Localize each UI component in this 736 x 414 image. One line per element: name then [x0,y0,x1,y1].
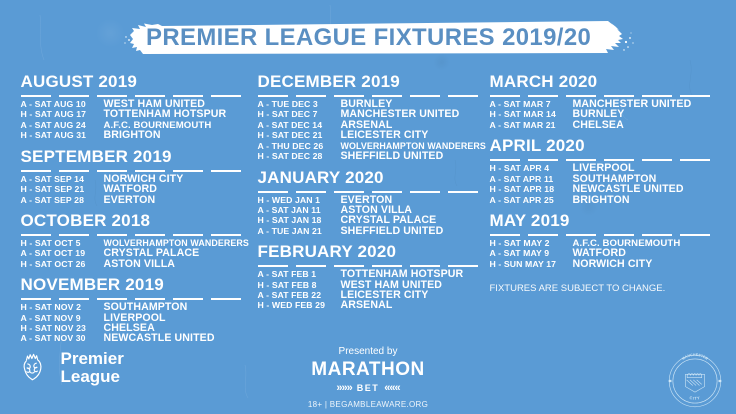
svg-text:MANCHESTER: MANCHESTER [681,353,709,361]
svg-text:CITY: CITY [689,395,701,401]
